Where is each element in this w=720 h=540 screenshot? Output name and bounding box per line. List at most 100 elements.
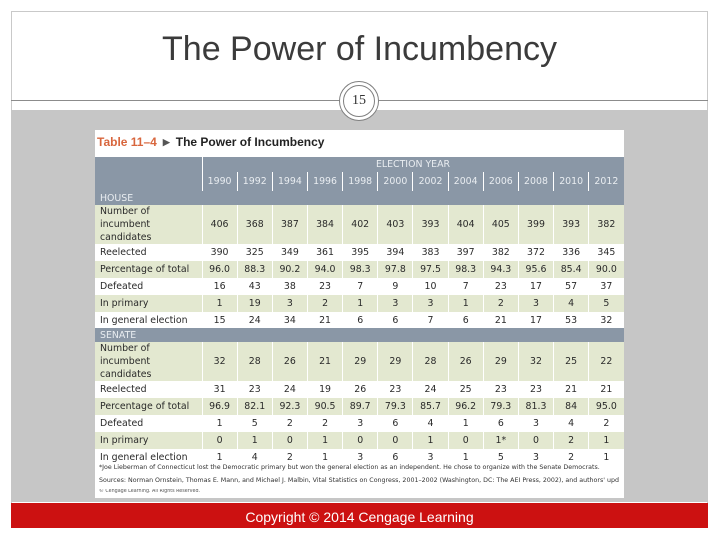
table-cell: 24: [237, 311, 273, 329]
table-cell: 96.0: [202, 260, 238, 278]
table-cell: 1*: [483, 432, 519, 450]
table-cell: 1: [448, 294, 484, 312]
table-title: The Power of Incumbency: [175, 135, 325, 149]
table-cell: 0: [377, 432, 414, 450]
table-cell: 0: [202, 432, 238, 450]
table-cell: 98.3: [342, 260, 379, 278]
row-label: Reelected: [95, 381, 203, 399]
table-cell: 361: [307, 244, 344, 261]
table-cell: 382: [483, 244, 519, 261]
table-cell: 98.3: [448, 260, 484, 278]
year-header: 2008: [518, 172, 555, 191]
table-cell: 32: [518, 342, 555, 382]
row-label: In primary: [95, 432, 203, 450]
table-cell: 21: [553, 381, 590, 399]
table-cell: 15: [202, 311, 238, 329]
table-cell: 1: [307, 432, 344, 450]
table-cell: 395: [342, 244, 379, 261]
table-cell: 28: [237, 342, 273, 382]
table-cell: 397: [448, 244, 484, 261]
table-cell: 79.3: [377, 398, 414, 416]
table-cell: 0: [448, 432, 484, 450]
table-cell: 24: [412, 381, 449, 399]
table-cell: 85.4: [553, 260, 590, 278]
table-cell: 390: [202, 244, 238, 261]
table-cell: 92.3: [272, 398, 308, 416]
table-cell: 6: [377, 415, 414, 433]
table-cell: 1: [202, 415, 238, 433]
row-label: Percentage of total: [95, 260, 203, 278]
table-cell: 1: [307, 449, 344, 466]
table-cell: 382: [588, 205, 624, 244]
table-cell: 90.2: [272, 260, 308, 278]
table-cell: 2: [553, 432, 590, 450]
table-cell: 404: [448, 205, 484, 244]
table-cell: 1: [588, 432, 624, 450]
table-cell: 21: [588, 381, 624, 399]
table-cell: 32: [588, 311, 624, 329]
table-cell: 23: [483, 277, 519, 295]
row-label: In primary: [95, 294, 203, 312]
table-cell: 1: [342, 294, 379, 312]
table-cell: 25: [553, 342, 590, 382]
row-label: Reelected: [95, 244, 203, 261]
table-cell: 6: [448, 311, 484, 329]
table-cell: 22: [588, 342, 624, 382]
table-cell: 3: [342, 415, 379, 433]
page-number: 15: [343, 85, 375, 117]
incumbency-table: ELECTION YEAR 1990 1992 1994 1996 1998 2000 200…: [95, 157, 624, 466]
row-label: In general election: [95, 311, 203, 329]
table-cell: 81.3: [518, 398, 555, 416]
senate-section-label: SENATE: [95, 328, 624, 343]
table-sources: Sources: Norman Ornstein, Thomas E. Mann…: [99, 477, 619, 484]
table-caption: Table 11–4 ▶ The Power of Incumbency: [97, 133, 324, 151]
table-cell: 2: [553, 449, 590, 466]
year-header: 1994: [272, 172, 308, 191]
table-footnote: *Joe Lieberman of Connecticut lost the D…: [99, 464, 600, 471]
year-header: 2000: [377, 172, 414, 191]
table-row: Percentage of total 96.0 88.3 90.2 94.0 98.3 9…: [95, 260, 624, 278]
table-cell: 0: [342, 432, 379, 450]
table-cell: 97.8: [377, 260, 414, 278]
table-number: Table 11–4: [97, 135, 157, 149]
table-cell: 94.3: [483, 260, 519, 278]
row-label: Number of incumbent candidates: [95, 342, 203, 382]
table-cell: 402: [342, 205, 379, 244]
table-cell: 4: [237, 449, 273, 466]
table-cell: 3: [518, 415, 555, 433]
table-cell: 387: [272, 205, 308, 244]
table-cell: 96.9: [202, 398, 238, 416]
copyright-text: Copyright © 2014 Cengage Learning: [245, 509, 474, 525]
table-cell: 6: [377, 449, 414, 466]
table-cell: 85.7: [412, 398, 449, 416]
year-header: 2010: [553, 172, 590, 191]
table-cell: 21: [483, 311, 519, 329]
row-label: Number of incumbent candidates: [95, 205, 203, 244]
table-cell: 1: [237, 432, 273, 450]
table-cell: 97.5: [412, 260, 449, 278]
table-cell: 6: [377, 311, 414, 329]
table-cell: 96.2: [448, 398, 484, 416]
table-row: In primary 1 19 3 2 1 3 3 1 2 3 4 5: [95, 294, 624, 312]
table-cell: 88.3: [237, 260, 273, 278]
table-cell: 6: [342, 311, 379, 329]
caption-arrow-icon: ▶: [162, 136, 170, 147]
table-cell: 4: [553, 294, 590, 312]
table-cell: 94.0: [307, 260, 344, 278]
year-header: 2006: [483, 172, 519, 191]
house-section-row: HOUSE: [95, 191, 624, 205]
table-cell: 23: [483, 381, 519, 399]
table-cell: 399: [518, 205, 555, 244]
page-number-badge: 15: [339, 81, 379, 121]
table-cell: 3: [377, 294, 414, 312]
table-cell: 31: [202, 381, 238, 399]
table-cell: 2: [483, 294, 519, 312]
row-label: Defeated: [95, 277, 203, 295]
table-cell: 28: [412, 342, 449, 382]
table-cell: 3: [412, 449, 449, 466]
table-cell: 95.6: [518, 260, 555, 278]
table-cell: 26: [448, 342, 484, 382]
years-blank-cell: [95, 172, 203, 191]
table-row: Reelected 390 325 349 361 395 394 383 397 382 372 3…: [95, 244, 624, 261]
table-cell: 5: [588, 294, 624, 312]
